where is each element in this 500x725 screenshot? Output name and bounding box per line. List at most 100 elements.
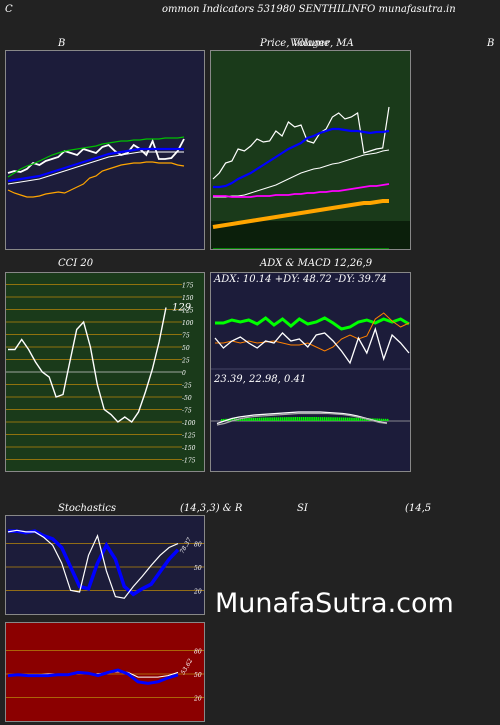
stoch-tick-2: 20	[193, 588, 202, 595]
cut-title-letter: B	[487, 38, 495, 49]
adx-series-0	[215, 316, 410, 331]
macd-histogram-bar	[252, 417, 254, 421]
macd-histogram-bar	[271, 417, 273, 421]
macd-histogram-bar	[267, 417, 269, 421]
macd-histogram-bar	[239, 418, 242, 421]
macd-histogram-bar	[319, 417, 322, 421]
stoch-tick-0: 80	[194, 542, 202, 549]
cci-panel: 175 150 125 100 75 50 25 0 -25 -50 -75 -100 -125 -150…	[5, 272, 205, 472]
corner-letter: C	[5, 4, 13, 15]
macd-histogram-bar	[338, 417, 341, 421]
bollinger-title: B	[58, 38, 66, 49]
macd-histogram-bar	[359, 418, 362, 421]
price-series-4	[212, 199, 389, 229]
cci-tick-11: -100	[182, 420, 196, 427]
cci-title: CCI 20	[58, 258, 94, 269]
macd-subtitle: 23.39, 22.98, 0.41	[214, 374, 307, 385]
cci-tick-4: 75	[182, 333, 190, 340]
macd-histogram-bar	[273, 417, 275, 421]
bollinger-series-0	[7, 138, 185, 174]
macd-histogram-bar	[315, 417, 317, 421]
macd-histogram-bar	[290, 417, 292, 421]
rsi-params: (14,5	[405, 503, 432, 514]
cci-chart: 175 150 125 100 75 50 25 0 -25 -50 -75 -100 -125 -150…	[6, 283, 196, 465]
macd-histogram-bar	[279, 417, 282, 421]
bollinger-series-3	[7, 151, 184, 185]
macd-histogram-bar	[342, 417, 345, 421]
volume-area	[211, 221, 410, 249]
macd-histogram-bar	[334, 417, 336, 421]
macd-histogram-bar	[309, 417, 311, 421]
cci-tick-9: -50	[182, 395, 192, 402]
macd-histogram-bar	[380, 418, 383, 421]
macd-histogram-bar	[311, 417, 313, 421]
macd-histogram-bar	[361, 418, 364, 421]
macd-histogram-bar	[284, 417, 286, 421]
macd-histogram-bar	[286, 417, 288, 421]
rsi-tick-0: 80	[194, 649, 202, 656]
page-header: ommon Indicators 531980 SENTHILINFO muna…	[162, 4, 456, 15]
macd-histogram-bar	[260, 417, 263, 421]
stoch-series-1	[7, 529, 179, 599]
macd-histogram-bar	[326, 417, 328, 421]
macd-histogram-bar	[250, 418, 252, 421]
macd-histogram-bar	[382, 418, 385, 421]
cci-tick-2: 125	[182, 308, 194, 315]
rsi-series-0	[7, 668, 179, 685]
macd-histogram-bar	[386, 418, 389, 421]
macd-histogram-bar	[344, 417, 347, 421]
macd-histogram-bar	[281, 417, 284, 421]
macd-histogram-bar	[378, 418, 380, 421]
macd-histogram-bar	[321, 417, 324, 421]
macd-histogram-bar	[277, 417, 280, 421]
macd-histogram-bar	[323, 417, 326, 421]
adx-title: ADX & MACD 12,26,9	[260, 258, 373, 269]
watermark: MunafaSutra.com	[215, 588, 454, 619]
rsi-chart: 80 50 20 53.62	[6, 649, 204, 702]
macd-histogram-bar	[231, 418, 233, 421]
macd-histogram-bar	[258, 417, 261, 421]
price-series-2	[213, 149, 390, 198]
macd-histogram-bar	[223, 418, 225, 421]
macd-histogram-bar	[242, 418, 244, 421]
macd-histogram-bar	[296, 417, 299, 421]
price-series-0	[212, 106, 390, 180]
rsi-tick-2: 20	[193, 695, 202, 702]
stoch-panel: 80 50 20 78.37	[5, 515, 205, 615]
macd-histogram-bar	[265, 417, 267, 421]
stoch-params: (14,3,3) & R	[180, 503, 243, 514]
macd-histogram-bar	[302, 417, 305, 421]
macd-histogram-bar	[328, 417, 330, 421]
macd-histogram-bar	[221, 419, 223, 421]
cci-line	[8, 307, 167, 423]
macd-histogram-bar	[288, 417, 290, 421]
cci-tick-10: -75	[182, 408, 192, 415]
stoch-chart: 80 50 20 78.37	[6, 529, 204, 599]
price-panel	[210, 50, 411, 250]
macd-histogram-bar	[353, 417, 355, 421]
macd-histogram-bar	[254, 417, 257, 421]
bollinger-series-4	[7, 161, 185, 198]
cci-tick-14: -175	[182, 458, 196, 465]
macd-histogram-bar	[305, 417, 307, 421]
cci-tick-0: 175	[182, 283, 194, 290]
price-chart	[211, 106, 410, 249]
cci-current-label: 129	[172, 303, 192, 314]
macd-histogram-bar	[269, 417, 271, 421]
adx-panel	[210, 272, 411, 472]
macd-series-1	[216, 412, 388, 426]
macd-histogram-bar	[351, 417, 353, 421]
rsi-title: SI	[297, 503, 308, 514]
macd-histogram-bar	[330, 417, 332, 421]
stoch-series-0	[8, 529, 180, 597]
macd-histogram-bar	[294, 417, 296, 421]
adx-series-2	[214, 326, 410, 365]
macd-histogram-bar	[332, 417, 334, 421]
macd-histogram-bar	[376, 418, 378, 421]
price-series-1	[213, 127, 390, 189]
macd-histogram-bar	[298, 417, 301, 421]
stoch-current-label: 78.37	[179, 536, 194, 555]
macd-histogram-bar	[336, 417, 338, 421]
cci-tick-8: -25	[182, 383, 192, 390]
macd-histogram-bar	[349, 417, 351, 421]
